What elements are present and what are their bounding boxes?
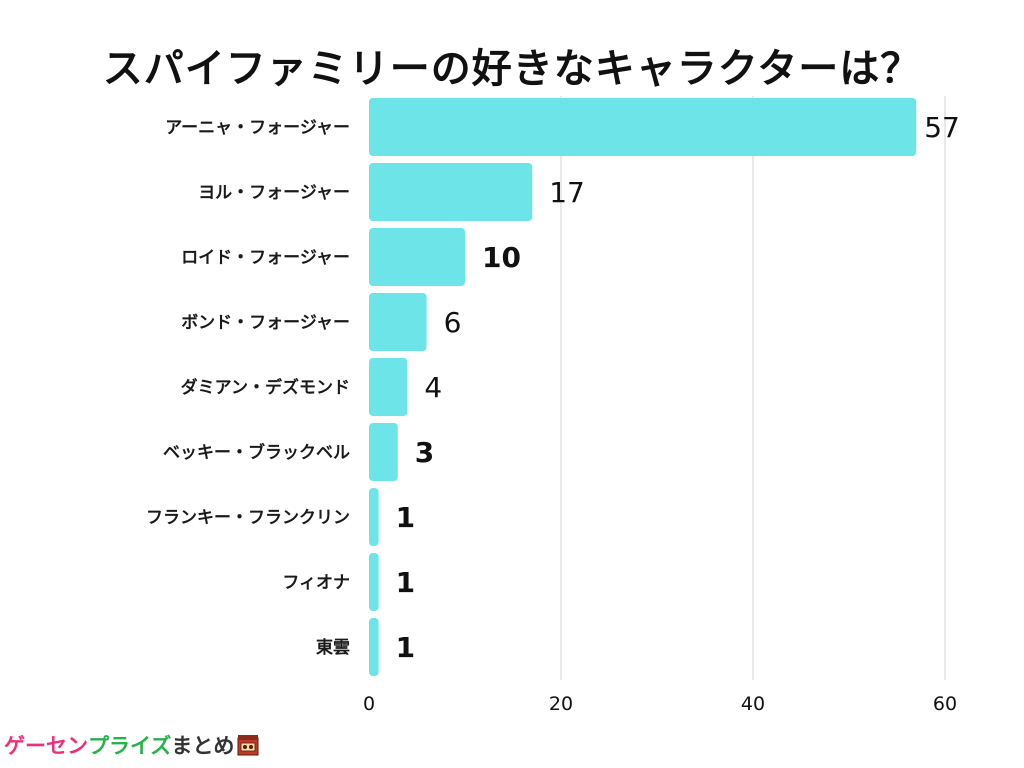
shop-icon: [237, 734, 259, 756]
category-labels: アーニャ・フォージャーヨル・フォージャーロイド・フォージャーボンド・フォージャー…: [146, 118, 350, 658]
bar: [369, 98, 917, 156]
x-tick-label: 20: [549, 693, 573, 715]
bar: [369, 553, 379, 611]
category-label: ロイド・フォージャー: [181, 248, 350, 268]
value-label: 10: [482, 241, 521, 274]
category-label: ダミアン・デズモンド: [181, 377, 350, 398]
value-label: 17: [549, 176, 585, 209]
site-logo: ゲーセン プライズ まとめ: [4, 730, 259, 760]
bar: [369, 423, 398, 481]
gridlines: [560, 96, 946, 680]
x-axis-ticks: 0 20 40 60: [363, 693, 957, 715]
category-label: ヨル・フォージャー: [198, 183, 350, 203]
category-label: ベッキー・ブラックベル: [163, 442, 350, 463]
logo-text-prize: プライズ: [88, 734, 172, 758]
x-tick-label: 40: [741, 693, 765, 715]
value-label: 57: [924, 111, 960, 144]
value-label: 6: [444, 306, 462, 339]
value-label: 1: [396, 501, 415, 534]
bar: [369, 293, 427, 351]
bar: [369, 618, 379, 676]
category-label: 東雲: [316, 637, 350, 658]
x-tick-label: 60: [933, 693, 957, 715]
category-label: フィオナ: [282, 573, 350, 593]
value-label: 1: [396, 566, 415, 599]
logo-text-matome: まとめ: [171, 734, 235, 758]
category-label: フランキー・フランクリン: [146, 508, 350, 528]
category-label: アーニャ・フォージャー: [165, 118, 350, 138]
value-label: 4: [424, 371, 442, 404]
bars: [369, 98, 917, 676]
chart-title: スパイファミリーの好きなキャラクターは？: [102, 46, 922, 92]
bar: [369, 228, 465, 286]
value-label: 3: [415, 436, 434, 469]
value-label: 1: [396, 631, 415, 664]
bar: [369, 358, 408, 416]
x-tick-label: 0: [363, 693, 375, 715]
bar: [369, 163, 533, 221]
category-label: ボンド・フォージャー: [181, 313, 350, 333]
bar: [369, 488, 379, 546]
logo-text-gesen: ゲーセン: [4, 734, 88, 758]
